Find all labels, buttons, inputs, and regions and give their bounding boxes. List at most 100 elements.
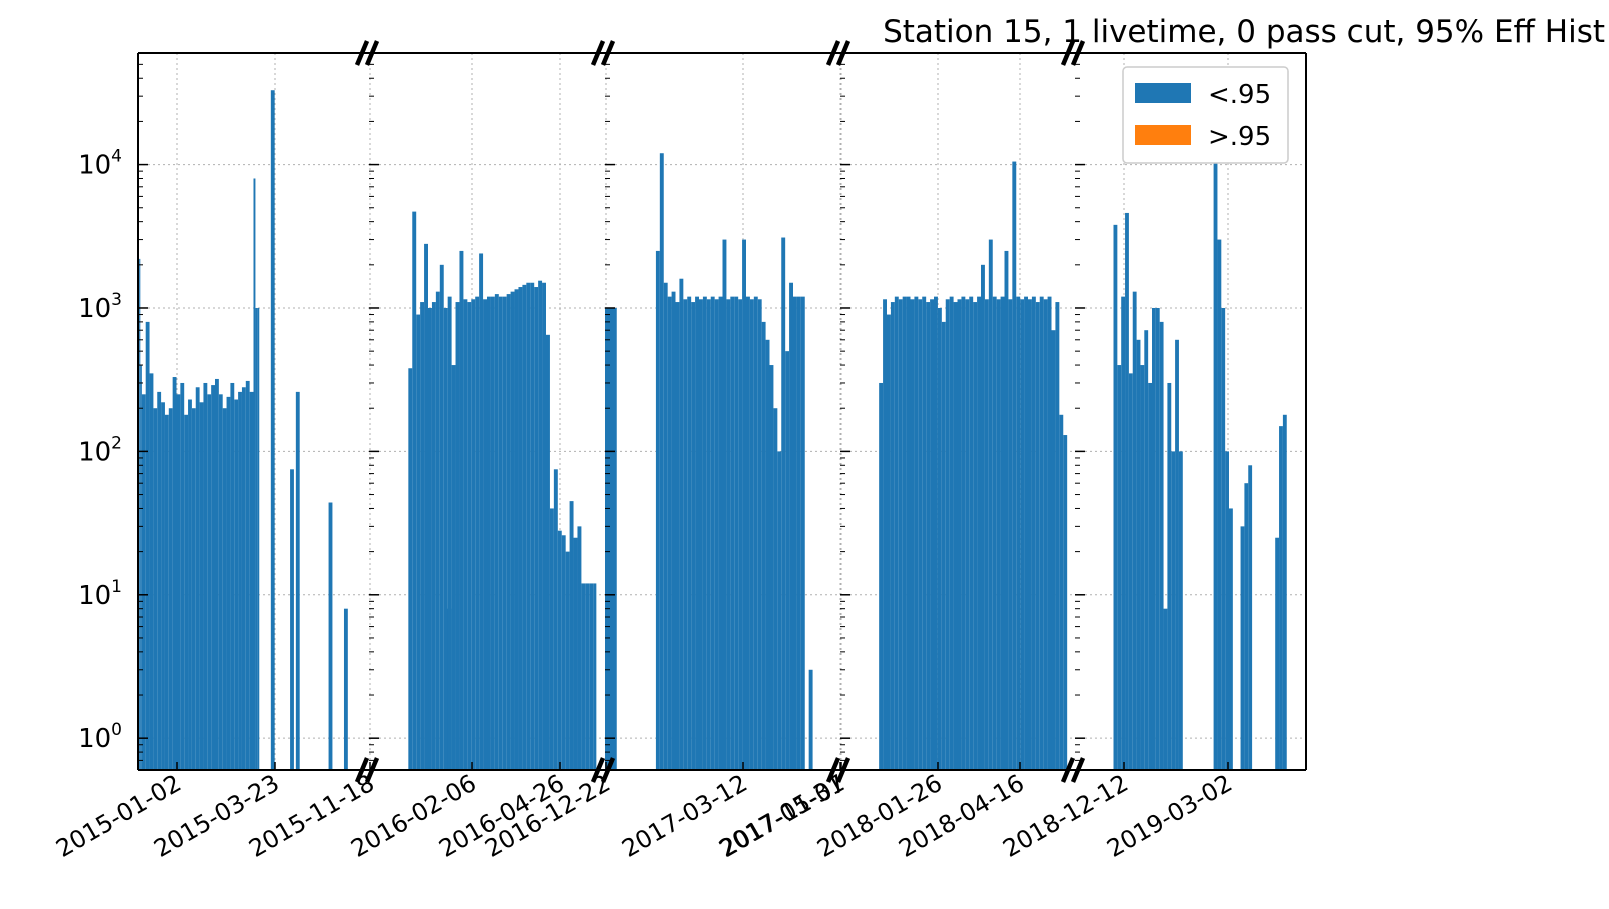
bar bbox=[957, 299, 962, 770]
bar bbox=[408, 368, 413, 770]
bar bbox=[1248, 465, 1253, 770]
bar bbox=[526, 282, 531, 770]
axis-break-mark bbox=[600, 757, 616, 783]
bar bbox=[781, 237, 786, 770]
bar bbox=[184, 414, 189, 770]
bar bbox=[738, 299, 743, 770]
bar bbox=[1275, 537, 1280, 770]
bar bbox=[1163, 608, 1168, 770]
bar bbox=[538, 280, 543, 770]
y-tick-label: 101 bbox=[78, 577, 122, 611]
chart-title: Station 15, 1 livetime, 0 pass cut, 95% … bbox=[883, 14, 1605, 50]
bar bbox=[585, 583, 590, 770]
panel-2015 bbox=[138, 52, 452, 771]
bar bbox=[937, 307, 942, 770]
bar bbox=[238, 391, 242, 770]
axis-break-mark bbox=[364, 757, 380, 783]
bar bbox=[191, 408, 196, 770]
axis-break-mark bbox=[835, 757, 851, 783]
bar bbox=[679, 278, 684, 770]
bar bbox=[1043, 299, 1048, 770]
legend-swatch-lt95 bbox=[1135, 83, 1191, 103]
panel-2017a bbox=[605, 52, 841, 771]
bar bbox=[431, 302, 436, 770]
panel-2018 bbox=[1075, 52, 1306, 771]
bar bbox=[663, 282, 668, 770]
axis-break-mark bbox=[825, 757, 841, 783]
axis-break-mark bbox=[1060, 757, 1076, 783]
bar bbox=[435, 291, 440, 770]
bar bbox=[1008, 299, 1013, 770]
bar bbox=[992, 296, 997, 770]
bar bbox=[753, 296, 758, 770]
bar bbox=[746, 296, 750, 770]
bar bbox=[988, 239, 993, 771]
bar bbox=[1063, 435, 1068, 770]
bar bbox=[475, 296, 480, 770]
bar bbox=[977, 296, 981, 770]
bar bbox=[1217, 239, 1222, 771]
bar bbox=[961, 296, 966, 770]
bar bbox=[945, 299, 950, 770]
axis-break-marks bbox=[354, 40, 1086, 783]
bar bbox=[161, 402, 165, 770]
bar bbox=[203, 382, 208, 770]
bar bbox=[1031, 296, 1036, 770]
bar bbox=[789, 282, 793, 770]
bar bbox=[1225, 451, 1229, 770]
panel-2017b bbox=[840, 52, 1075, 771]
y-axis: 100 101 102 103 104 bbox=[78, 53, 1307, 770]
bar bbox=[965, 299, 970, 770]
bar bbox=[168, 408, 173, 770]
bar bbox=[714, 299, 719, 770]
bar bbox=[140, 365, 142, 770]
bar bbox=[659, 153, 664, 770]
legend-label-gt95: >.95 bbox=[1208, 122, 1271, 152]
bar bbox=[463, 299, 468, 770]
bar bbox=[922, 296, 927, 770]
bar bbox=[800, 296, 805, 770]
panel-2016 bbox=[369, 52, 605, 771]
bar bbox=[530, 282, 535, 770]
bar bbox=[145, 321, 150, 770]
bar bbox=[234, 399, 239, 770]
bar bbox=[343, 608, 348, 770]
bar bbox=[255, 307, 258, 770]
bar bbox=[981, 264, 985, 770]
bar bbox=[479, 253, 484, 770]
bar bbox=[565, 551, 570, 770]
bar bbox=[172, 377, 177, 770]
y-tick-label: 102 bbox=[78, 433, 122, 467]
bar bbox=[510, 291, 515, 770]
bar bbox=[1051, 330, 1056, 770]
bar bbox=[483, 299, 487, 770]
bar bbox=[1148, 382, 1152, 770]
bar bbox=[1012, 161, 1017, 770]
bar bbox=[549, 508, 554, 770]
bar bbox=[1113, 224, 1118, 770]
bar bbox=[180, 382, 185, 770]
axis-break-mark bbox=[354, 757, 370, 783]
bar bbox=[1128, 373, 1133, 770]
y-tick-label: 100 bbox=[78, 720, 122, 754]
y-tick-label: 103 bbox=[78, 290, 122, 324]
bar bbox=[894, 296, 899, 770]
bar bbox=[902, 296, 907, 770]
panels bbox=[138, 52, 1306, 771]
bar bbox=[730, 296, 735, 770]
bar bbox=[199, 402, 204, 770]
bar bbox=[726, 299, 731, 770]
bar bbox=[141, 394, 146, 770]
bar bbox=[926, 302, 931, 770]
bar bbox=[773, 408, 778, 770]
bar bbox=[534, 287, 539, 770]
legend: <.95 >.95 bbox=[1122, 66, 1289, 164]
bar bbox=[226, 396, 231, 770]
bar bbox=[1282, 414, 1287, 770]
bar bbox=[455, 302, 460, 770]
axis-break-mark bbox=[590, 757, 606, 783]
bar bbox=[471, 299, 476, 770]
bar bbox=[222, 408, 227, 770]
bar bbox=[188, 399, 192, 770]
bar bbox=[581, 583, 586, 770]
